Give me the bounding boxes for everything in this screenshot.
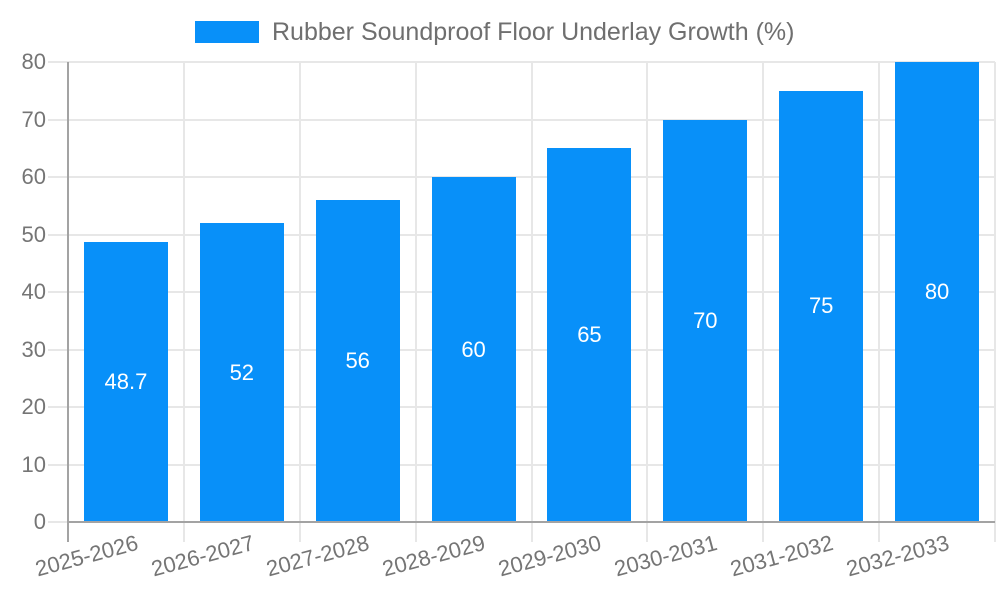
bar-value-label: 70 [693, 307, 718, 333]
x-gridline [762, 62, 765, 542]
x-gridline [878, 62, 881, 542]
y-tick-label: 20 [21, 394, 46, 419]
x-tick-label: 2028-2029 [379, 530, 489, 582]
bar: 70 [663, 119, 748, 522]
bar-value-label: 80 [924, 279, 950, 304]
bar-value-label: 48.7 [104, 368, 148, 394]
y-tick-label: 0 [33, 509, 46, 534]
y-gridline [48, 521, 68, 523]
bar-value-label: 60 [461, 336, 486, 362]
y-gridline [48, 176, 995, 178]
x-tick-label: 2027-2028 [264, 530, 373, 582]
x-tick-label: 2030-2031 [611, 530, 720, 582]
bar-value-label: 65 [577, 322, 602, 348]
bar: 75 [779, 90, 864, 522]
x-axis-line [67, 521, 995, 523]
y-gridline [48, 406, 995, 408]
y-gridline [48, 118, 995, 121]
y-gridline [48, 463, 995, 466]
x-tick-label: 2026-2027 [148, 530, 257, 582]
y-tick-label: 40 [21, 279, 46, 304]
y-tick-label: 60 [21, 164, 46, 189]
legend-label: Rubber Soundproof Floor Underlay Growth … [272, 17, 795, 46]
y-gridline [48, 291, 995, 293]
y-gridline [48, 348, 995, 351]
y-axis-line [67, 62, 69, 542]
x-gridline [646, 62, 649, 542]
y-gridline [48, 233, 995, 236]
bar-value-label: 52 [229, 359, 255, 385]
y-tick-label: 30 [21, 336, 46, 362]
bar: 52 [199, 223, 284, 522]
bar: 80 [895, 62, 980, 522]
x-tick-label: 2032-2033 [843, 530, 952, 582]
x-tick-label: 2025-2026 [32, 530, 141, 582]
bar: 65 [547, 148, 632, 522]
y-tick-label: 50 [21, 221, 46, 247]
x-gridline [530, 62, 533, 542]
bar: 56 [315, 200, 400, 522]
bar-value-label: 56 [345, 348, 370, 373]
chart-legend: Rubber Soundproof Floor Underlay Growth … [195, 17, 794, 47]
x-gridline [994, 62, 996, 542]
bar: 60 [431, 177, 516, 522]
x-tick-label: 2031-2032 [727, 530, 836, 582]
x-gridline [414, 62, 417, 542]
y-gridline [48, 61, 995, 63]
y-tick-label: 10 [21, 451, 46, 477]
x-gridline [298, 62, 301, 542]
y-tick-label: 80 [21, 49, 46, 74]
x-gridline [182, 62, 185, 542]
legend-swatch [195, 21, 259, 43]
x-tick-label: 2029-2030 [495, 530, 604, 582]
bar-value-label: 75 [808, 293, 834, 319]
y-tick-label: 70 [21, 106, 46, 132]
bar: 48.7 [83, 241, 168, 522]
